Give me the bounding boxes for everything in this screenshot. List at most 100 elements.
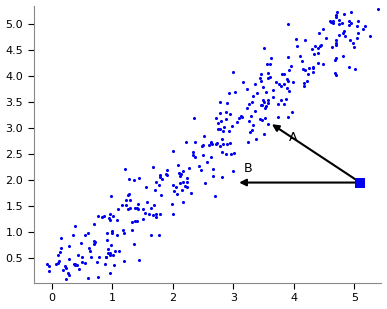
Point	[262, 116, 268, 121]
Point	[285, 22, 291, 27]
Point	[267, 56, 274, 61]
Point	[170, 148, 176, 153]
Point	[209, 142, 215, 147]
Point	[269, 87, 276, 92]
Point	[177, 174, 183, 179]
Point	[333, 43, 339, 48]
Point	[62, 264, 68, 269]
Point	[46, 269, 52, 274]
Point	[375, 7, 381, 12]
Point	[286, 89, 293, 94]
Point	[106, 216, 113, 221]
Point	[72, 261, 78, 266]
Point	[333, 14, 339, 19]
Point	[151, 203, 157, 208]
Point	[164, 173, 170, 178]
Point	[346, 19, 352, 24]
Point	[156, 211, 163, 216]
Point	[85, 231, 91, 236]
Point	[219, 175, 225, 180]
Point	[107, 271, 113, 276]
Text: B: B	[244, 162, 253, 175]
Point	[87, 248, 93, 253]
Point	[341, 12, 348, 17]
Point	[66, 256, 72, 261]
Point	[156, 183, 163, 188]
Point	[158, 193, 164, 198]
Point	[310, 64, 316, 69]
Point	[198, 168, 204, 173]
Point	[63, 266, 69, 271]
Point	[224, 142, 230, 146]
Point	[367, 34, 373, 39]
Point	[333, 56, 339, 61]
Point	[260, 84, 266, 89]
Point	[132, 218, 138, 223]
Point	[88, 254, 94, 259]
Point	[254, 90, 260, 95]
Point	[227, 141, 233, 146]
Point	[202, 180, 208, 185]
Point	[351, 44, 357, 49]
Point	[305, 72, 311, 77]
Point	[328, 20, 334, 25]
Point	[72, 224, 78, 229]
Point	[361, 23, 368, 28]
Point	[336, 22, 342, 27]
Point	[104, 246, 111, 251]
Point	[346, 0, 353, 4]
Point	[126, 191, 132, 196]
Point	[357, 180, 363, 185]
Point	[213, 140, 219, 145]
Point	[223, 152, 229, 157]
Point	[263, 103, 269, 108]
Point	[353, 23, 360, 28]
Point	[175, 163, 181, 168]
Point	[312, 43, 318, 48]
Point	[243, 86, 250, 91]
Point	[281, 82, 287, 87]
Point	[227, 112, 233, 116]
Point	[144, 199, 151, 204]
Point	[250, 123, 256, 128]
Point	[108, 242, 114, 247]
Point	[148, 205, 154, 210]
Point	[210, 173, 216, 178]
Point	[278, 98, 284, 103]
Point	[123, 203, 129, 208]
Point	[110, 214, 116, 218]
Point	[125, 192, 131, 197]
Point	[55, 260, 61, 265]
Point	[304, 78, 310, 83]
Point	[74, 263, 80, 268]
Point	[293, 37, 300, 42]
Point	[315, 51, 322, 56]
Point	[107, 253, 113, 258]
Point	[260, 45, 267, 50]
Point	[136, 175, 142, 180]
Point	[153, 212, 159, 217]
Point	[76, 267, 82, 272]
Point	[240, 80, 247, 85]
Point	[173, 184, 179, 189]
Point	[57, 250, 63, 255]
Point	[79, 260, 85, 265]
Point	[192, 155, 199, 160]
Point	[284, 55, 291, 60]
Point	[354, 35, 360, 40]
Point	[334, 10, 340, 15]
Point	[248, 113, 254, 118]
Point	[265, 121, 271, 126]
Point	[95, 214, 101, 219]
Point	[333, 12, 339, 17]
Point	[261, 99, 267, 104]
Point	[113, 232, 120, 237]
Point	[306, 65, 312, 70]
Point	[220, 128, 226, 133]
Point	[224, 101, 230, 106]
Point	[230, 168, 236, 173]
Point	[99, 214, 105, 219]
Point	[179, 188, 185, 193]
Point	[206, 142, 212, 147]
Point	[332, 38, 339, 43]
